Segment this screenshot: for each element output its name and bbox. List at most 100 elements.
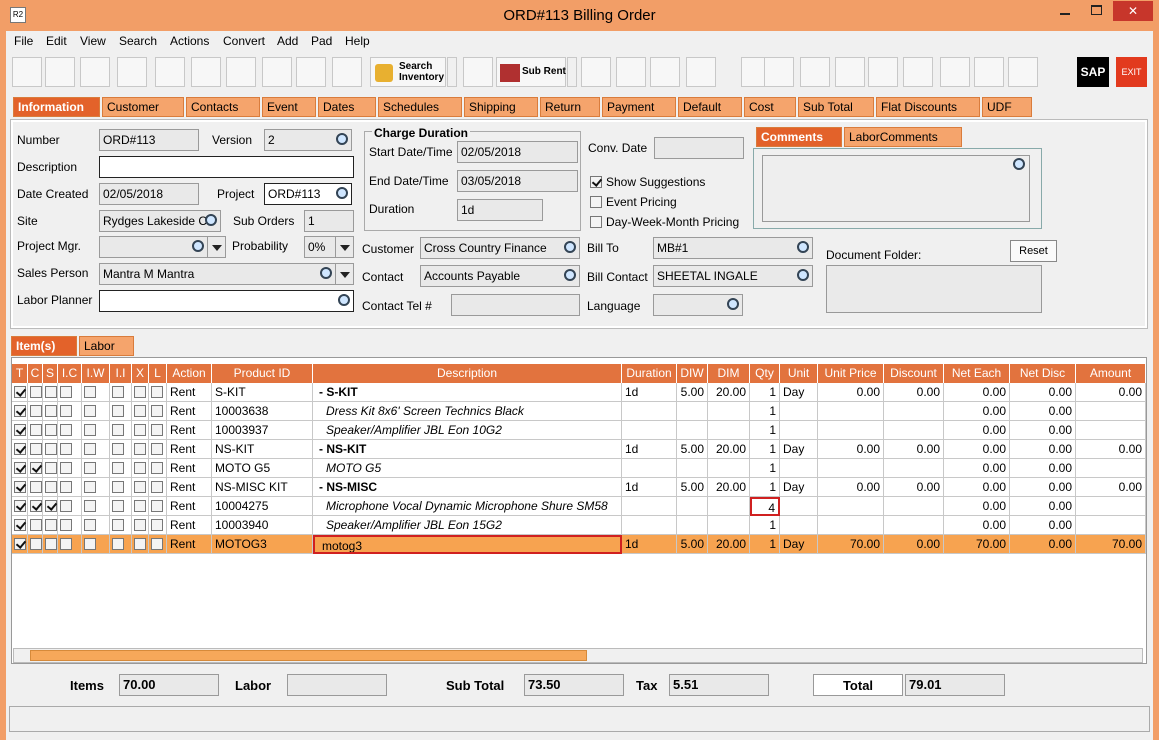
field-input[interactable]: Mantra M Mantra bbox=[99, 263, 354, 285]
comment-tab[interactable]: LaborComments bbox=[844, 127, 962, 147]
search-icon[interactable] bbox=[191, 239, 205, 253]
row-checkbox[interactable] bbox=[151, 424, 163, 436]
row-checkbox[interactable] bbox=[151, 386, 163, 398]
row-checkbox[interactable] bbox=[134, 481, 146, 493]
row-checkbox[interactable] bbox=[60, 443, 72, 455]
field-input[interactable]: 02/05/2018 bbox=[457, 141, 578, 163]
dropdown-button[interactable] bbox=[335, 264, 353, 284]
tab[interactable]: Schedules bbox=[378, 97, 462, 117]
menu-item[interactable]: View bbox=[80, 34, 106, 48]
row-checkbox[interactable] bbox=[60, 462, 72, 474]
tab[interactable]: Default bbox=[678, 97, 742, 117]
search-icon[interactable] bbox=[319, 266, 333, 280]
row-checkbox[interactable] bbox=[45, 481, 57, 493]
checkbox[interactable] bbox=[590, 176, 602, 188]
row-checkbox[interactable] bbox=[30, 519, 42, 531]
row-checkbox[interactable] bbox=[45, 462, 57, 474]
search-icon[interactable] bbox=[796, 268, 810, 282]
row-checkbox[interactable] bbox=[134, 405, 146, 417]
toolbar-button[interactable] bbox=[581, 57, 611, 87]
row-checkbox[interactable] bbox=[112, 500, 124, 512]
field-input[interactable]: Accounts Payable bbox=[420, 265, 580, 287]
field-input[interactable]: ORD#113 bbox=[99, 129, 199, 151]
toolbar-button[interactable] bbox=[332, 57, 362, 87]
field-input[interactable]: 0% bbox=[304, 236, 354, 258]
row-checkbox[interactable] bbox=[84, 424, 96, 436]
row-checkbox[interactable] bbox=[151, 462, 163, 474]
row-checkbox[interactable] bbox=[30, 424, 42, 436]
row-checkbox[interactable] bbox=[30, 481, 42, 493]
dropdown-button[interactable] bbox=[335, 237, 353, 257]
field-input[interactable]: SHEETAL INGALE bbox=[653, 265, 813, 287]
field-input[interactable]: 2 bbox=[264, 129, 352, 151]
search-icon[interactable] bbox=[204, 213, 218, 227]
menu-item[interactable]: Search bbox=[119, 34, 158, 48]
menu-item[interactable]: Convert bbox=[223, 34, 266, 48]
field-input[interactable]: ORD#113 bbox=[264, 183, 352, 205]
reset-button[interactable]: Reset bbox=[1010, 240, 1057, 262]
row-checkbox[interactable] bbox=[151, 405, 163, 417]
toolbar-button[interactable] bbox=[296, 57, 326, 87]
table-row[interactable]: Rent 10004275 Microphone Vocal Dynamic Mic… bbox=[12, 497, 1146, 516]
search-icon[interactable] bbox=[726, 297, 740, 311]
menu-item[interactable]: Pad bbox=[311, 34, 333, 48]
toolbar-button[interactable] bbox=[800, 57, 830, 87]
field-input[interactable]: Rydges Lakeside Ca bbox=[99, 210, 221, 232]
table-row[interactable]: Rent NS-MISC KIT - NS-MISC 1d 5.00 20.00 1 Day 0… bbox=[12, 478, 1146, 497]
row-checkbox[interactable] bbox=[112, 405, 124, 417]
row-checkbox[interactable] bbox=[60, 538, 72, 550]
row-checkbox[interactable] bbox=[112, 386, 124, 398]
toolbar-button[interactable] bbox=[940, 57, 970, 87]
row-checkbox[interactable] bbox=[134, 538, 146, 550]
comments-text[interactable] bbox=[762, 155, 1030, 222]
field-input[interactable]: 03/05/2018 bbox=[457, 170, 578, 192]
search-icon[interactable] bbox=[1012, 157, 1026, 171]
toolbar-button[interactable] bbox=[868, 57, 898, 87]
tab[interactable]: Contacts bbox=[186, 97, 260, 117]
row-checkbox[interactable] bbox=[60, 386, 72, 398]
toolbar-dropdown[interactable] bbox=[567, 57, 577, 87]
horizontal-scrollbar[interactable] bbox=[13, 648, 1143, 663]
row-checkbox[interactable] bbox=[84, 500, 96, 512]
row-checkbox[interactable] bbox=[60, 519, 72, 531]
tab[interactable]: UDF bbox=[982, 97, 1032, 117]
table-row[interactable]: Rent S-KIT - S-KIT 1d 5.00 20.00 1 Day 0.00 0.00 0… bbox=[12, 383, 1146, 402]
row-checkbox[interactable] bbox=[134, 519, 146, 531]
row-checkbox[interactable] bbox=[60, 481, 72, 493]
toolbar-button[interactable] bbox=[155, 57, 185, 87]
search-inventory-button[interactable]: Search Inventory bbox=[370, 57, 446, 87]
row-checkbox[interactable] bbox=[84, 462, 96, 474]
field-input[interactable] bbox=[99, 156, 354, 178]
row-checkbox[interactable] bbox=[112, 424, 124, 436]
row-checkbox[interactable] bbox=[134, 424, 146, 436]
close-button[interactable]: ✕ bbox=[1113, 1, 1153, 21]
row-checkbox[interactable] bbox=[134, 500, 146, 512]
minimize-button[interactable] bbox=[1050, 1, 1080, 21]
row-checkbox[interactable] bbox=[112, 519, 124, 531]
toolbar-button[interactable] bbox=[903, 57, 933, 87]
row-checkbox[interactable] bbox=[84, 519, 96, 531]
row-checkbox[interactable] bbox=[30, 538, 42, 550]
sap-button[interactable]: SAP bbox=[1077, 57, 1109, 87]
table-row[interactable]: Rent MOTOG3 motog3 1d 5.00 20.00 1 Day 70.00 0.00… bbox=[12, 535, 1146, 554]
row-checkbox[interactable] bbox=[84, 538, 96, 550]
toolbar-button[interactable] bbox=[650, 57, 680, 87]
item-tab[interactable]: Labor bbox=[79, 336, 134, 356]
field-input[interactable]: 02/05/2018 bbox=[99, 183, 199, 205]
row-checkbox[interactable] bbox=[30, 405, 42, 417]
toolbar-button[interactable] bbox=[191, 57, 221, 87]
table-row[interactable]: Rent NS-KIT - NS-KIT 1d 5.00 20.00 1 Day 0.00 0.0… bbox=[12, 440, 1146, 459]
toolbar-button[interactable] bbox=[262, 57, 292, 87]
row-checkbox[interactable] bbox=[134, 462, 146, 474]
row-checkbox[interactable] bbox=[112, 462, 124, 474]
tab[interactable]: Flat Discounts bbox=[876, 97, 980, 117]
toolbar-button[interactable] bbox=[117, 57, 147, 87]
tab[interactable]: Shipping bbox=[464, 97, 538, 117]
row-checkbox[interactable] bbox=[45, 519, 57, 531]
field-input[interactable] bbox=[654, 137, 744, 159]
field-input[interactable] bbox=[451, 294, 580, 316]
scroll-thumb[interactable] bbox=[30, 650, 587, 661]
row-checkbox[interactable] bbox=[45, 538, 57, 550]
row-checkbox[interactable] bbox=[151, 443, 163, 455]
row-checkbox[interactable] bbox=[84, 386, 96, 398]
